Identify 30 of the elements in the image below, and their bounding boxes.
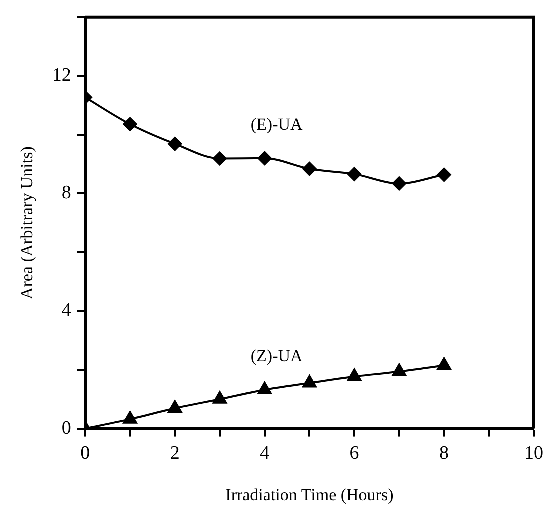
- point: [392, 364, 406, 376]
- y-tick-label: 4: [62, 300, 72, 322]
- point: [392, 176, 406, 191]
- point: [123, 117, 138, 132]
- point: [437, 358, 452, 370]
- y-tick-label: 12: [52, 65, 72, 86]
- y-tick-label: 0: [62, 418, 72, 439]
- point: [123, 411, 138, 424]
- point: [168, 400, 182, 414]
- x-tick-label: 10: [524, 443, 544, 464]
- point: [212, 391, 228, 404]
- x-tick-label: 0: [80, 443, 90, 464]
- point: [258, 382, 272, 395]
- series-label: (Z)-UA: [250, 346, 304, 366]
- y-axis-title: Area (Arbitrary Units): [18, 146, 37, 300]
- x-tick-label: 6: [350, 443, 360, 464]
- point: [437, 168, 452, 182]
- x-axis-title: Irradiation Time (Hours): [226, 485, 394, 504]
- point: [302, 162, 317, 176]
- point: [348, 167, 362, 182]
- point: [168, 137, 182, 152]
- series-label: (E)-UA: [250, 114, 304, 134]
- point: [302, 375, 317, 388]
- y-tick-label: 8: [62, 182, 72, 204]
- point: [212, 152, 227, 166]
- x-tick-label: 4: [260, 443, 270, 464]
- x-tick-label: 2: [170, 443, 180, 464]
- point: [348, 368, 362, 382]
- point: [258, 151, 272, 166]
- x-tick-label: 8: [440, 443, 450, 464]
